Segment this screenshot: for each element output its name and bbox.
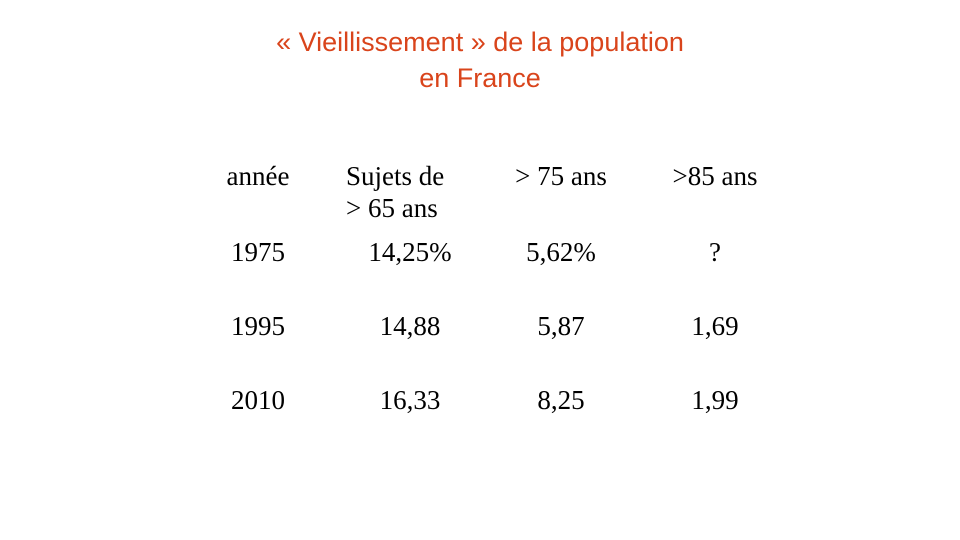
table-cell-85: ? [709, 237, 721, 267]
table-cell-year: 2010 [231, 385, 285, 415]
table-cell-year: 1995 [231, 311, 285, 341]
slide-title: « Vieillissement » de la population en F… [0, 24, 960, 96]
table-cell-65: 14,88 [379, 311, 441, 341]
slide-title-line2: en France [419, 63, 541, 93]
table-cell-85: 1,99 [691, 385, 739, 415]
table-cell-75: 5,87 [537, 311, 585, 341]
table-cell-75: 5,62% [526, 237, 596, 267]
table-cell-65: 16,33 [379, 385, 441, 415]
slide-title-line1: « Vieillissement » de la population [276, 27, 684, 57]
header-85-ans: >85 ans [672, 161, 758, 191]
header-sujets-65-line2: > 65 ans [346, 193, 438, 223]
header-sujets-65: Sujets de > 65 ans [346, 160, 474, 224]
header-annee: année [226, 161, 290, 191]
header-sujets-65-line1: Sujets de [346, 161, 445, 191]
table-cell-year: 1975 [231, 237, 285, 267]
table-cell-65: 14,25% [368, 237, 452, 267]
header-75-ans: > 75 ans [515, 161, 607, 191]
table-cell-85: 1,69 [691, 311, 739, 341]
table-cell-75: 8,25 [537, 385, 585, 415]
